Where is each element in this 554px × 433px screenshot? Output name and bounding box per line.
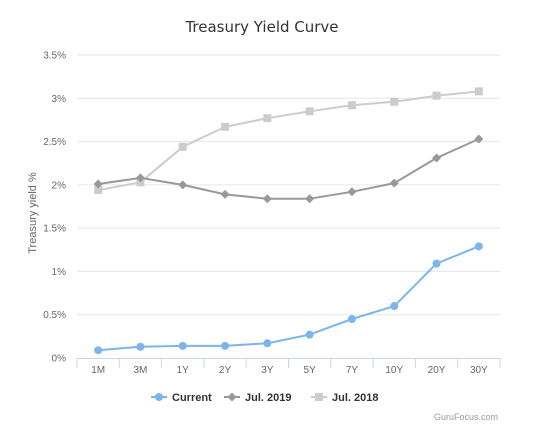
legend-label: Jul. 2018	[332, 392, 378, 404]
x-tick-label: 1M	[91, 365, 105, 376]
data-point-jul-2019[interactable]	[262, 194, 272, 204]
series-current	[94, 242, 483, 355]
y-tick-label: 0.5%	[43, 310, 66, 321]
y-tick-label: 1%	[52, 267, 67, 278]
legend-item-jul-2019[interactable]: Jul. 2019	[224, 392, 291, 404]
data-point-jul-2018[interactable]	[94, 186, 103, 195]
series-line-jul-2018[interactable]	[97, 90, 480, 192]
legend-item-jul-2018[interactable]: Jul. 2018	[311, 392, 378, 404]
x-axis-ticks: 1M 3M 1Y 2Y 3Y 5Y 7Y 10Y 20Y 30Y	[91, 365, 488, 376]
data-point-current[interactable]	[432, 259, 441, 268]
data-point-jul-2018[interactable]	[221, 122, 230, 131]
x-tick-label: 2Y	[219, 365, 232, 376]
data-point-jul-2019[interactable]	[135, 173, 145, 183]
data-point-jul-2019[interactable]	[347, 187, 357, 197]
x-tick-label: 1Y	[177, 365, 190, 376]
data-point-current[interactable]	[390, 302, 399, 311]
series-line-current[interactable]	[97, 245, 480, 352]
y-axis-label: Treasury yield %	[27, 172, 39, 254]
y-tick-label: 2.5%	[43, 137, 66, 148]
legend: Current Jul. 2019 Jul. 2018	[151, 392, 378, 404]
series-line-jul-2019[interactable]	[97, 138, 480, 200]
data-point-jul-2018[interactable]	[390, 97, 399, 106]
legend-item-current[interactable]: Current	[151, 392, 212, 404]
chart-title: Treasury Yield Curve	[184, 18, 338, 36]
x-tick-label: 20Y	[428, 365, 446, 376]
series-jul-2018	[94, 87, 483, 195]
legend-label: Current	[172, 392, 212, 404]
data-point-current[interactable]	[474, 242, 483, 251]
y-axis-ticks: 0% 0.5% 1% 1.5% 2% 2.5% 3% 3.5%	[43, 51, 66, 365]
data-point-jul-2019[interactable]	[93, 179, 103, 189]
x-tick-label: 7Y	[346, 365, 359, 376]
data-point-jul-2019[interactable]	[305, 194, 315, 204]
legend-symbol-marker	[227, 392, 237, 402]
data-point-jul-2018[interactable]	[305, 107, 314, 116]
data-point-current[interactable]	[221, 341, 230, 350]
data-point-jul-2019[interactable]	[432, 153, 442, 163]
x-tick-label: 5Y	[304, 365, 317, 376]
x-tick-label: 10Y	[385, 365, 403, 376]
legend-label: Jul. 2019	[245, 392, 291, 404]
data-point-jul-2019[interactable]	[389, 178, 399, 188]
x-axis	[76, 358, 501, 368]
series-group	[93, 87, 484, 355]
data-point-current[interactable]	[136, 342, 145, 351]
credit-text[interactable]: GuruFocus.com	[434, 412, 498, 422]
data-point-current[interactable]	[263, 339, 272, 348]
y-tick-label: 2%	[52, 180, 67, 191]
data-point-current[interactable]	[178, 341, 187, 350]
legend-symbol-marker	[315, 393, 323, 401]
x-tick-label: 3M	[133, 365, 147, 376]
legend-symbol-marker	[155, 393, 163, 401]
data-point-current[interactable]	[305, 330, 314, 339]
series-jul-2019	[93, 134, 484, 204]
data-point-current[interactable]	[347, 315, 356, 324]
data-point-jul-2019[interactable]	[178, 180, 188, 190]
x-tick-label: 3Y	[261, 365, 274, 376]
y-tick-label: 0%	[52, 354, 67, 365]
data-point-jul-2018[interactable]	[474, 87, 483, 96]
data-point-jul-2018[interactable]	[347, 101, 356, 110]
data-point-current[interactable]	[94, 346, 103, 355]
y-tick-label: 1.5%	[43, 224, 66, 235]
data-point-jul-2018[interactable]	[432, 91, 441, 100]
data-point-jul-2018[interactable]	[263, 114, 272, 123]
y-tick-label: 3%	[52, 94, 67, 105]
data-point-jul-2018[interactable]	[178, 142, 187, 151]
x-tick-label: 30Y	[470, 365, 488, 376]
gridlines	[77, 54, 500, 316]
data-point-jul-2019[interactable]	[474, 134, 484, 144]
y-tick-label: 3.5%	[43, 51, 66, 62]
data-point-jul-2019[interactable]	[220, 189, 230, 199]
